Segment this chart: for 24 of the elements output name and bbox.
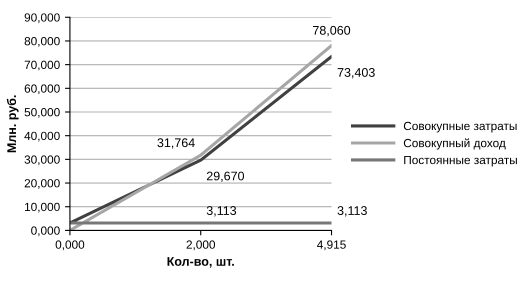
- y-tick-label: 90,000: [24, 13, 60, 24]
- data-label: 73,403: [338, 68, 375, 78]
- y-tick-label: 10,000: [25, 202, 60, 213]
- data-label: 3,113: [338, 206, 367, 216]
- legend-label: Совокупный доход: [404, 138, 506, 150]
- data-label: 78,060: [313, 26, 350, 36]
- legend-label: Совокупные затраты: [404, 122, 517, 132]
- x-tick-label: 4,915: [317, 240, 346, 250]
- x-tick-label: 0,000: [56, 240, 84, 250]
- y-tick-label: 60,000: [24, 84, 60, 94]
- x-axis-title: Кол-во, шт.: [168, 257, 234, 268]
- y-tick-label: 30,000: [24, 155, 60, 166]
- y-axis-title: Млн. руб.: [6, 95, 19, 152]
- legend-label: Постоянные затраты: [404, 156, 517, 167]
- data-label: 29,670: [206, 172, 244, 182]
- y-tick-label: 20,000: [24, 179, 60, 189]
- data-label: 3,113: [206, 206, 236, 216]
- y-tick-label: 70,000: [24, 60, 60, 70]
- y-tick-label: 0,000: [31, 226, 60, 236]
- x-tick-label: 2,000: [186, 240, 216, 250]
- y-tick-label: 40,000: [24, 132, 60, 142]
- data-label: 31,764: [157, 138, 195, 149]
- y-tick-label: 80,000: [24, 36, 60, 47]
- y-tick-label: 50,000: [24, 108, 60, 118]
